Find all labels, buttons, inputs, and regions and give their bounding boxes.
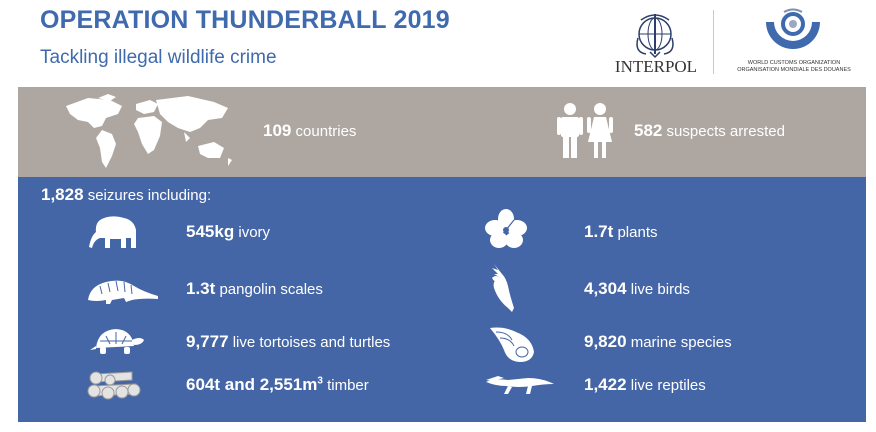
suspects-label: suspects arrested bbox=[666, 123, 785, 140]
world-map-icon bbox=[66, 94, 232, 168]
plants-stat: 1.7t plants bbox=[584, 222, 658, 242]
ivory-value: 545kg bbox=[186, 222, 235, 241]
crocodile-icon bbox=[486, 376, 554, 394]
shell-icon bbox=[490, 327, 534, 362]
marine-label: marine species bbox=[630, 334, 732, 351]
tortoise-value: 9,777 bbox=[186, 332, 229, 351]
elephant-icon bbox=[89, 216, 136, 248]
pangolin-value: 1.3t bbox=[186, 279, 216, 298]
wco-name-fr: ORGANISATION MONDIALE DES DOUANES bbox=[737, 66, 851, 73]
reptiles-stat: 1,422 live reptiles bbox=[584, 375, 706, 395]
seizures-total-stat: 1,828 seizures including: bbox=[41, 185, 211, 205]
plants-label: plants bbox=[617, 224, 658, 241]
logo-divider bbox=[713, 10, 714, 74]
pangolin-icon bbox=[88, 280, 158, 304]
interpol-globe-icon bbox=[636, 14, 674, 59]
pangolin-label: pangolin scales bbox=[219, 281, 323, 298]
timber-value-text: 604t and 2,551m bbox=[186, 375, 318, 394]
tortoise-label: live tortoises and turtles bbox=[232, 334, 391, 351]
suspects-stat: 582 suspects arrested bbox=[634, 121, 785, 141]
ivory-stat: 545kg ivory bbox=[186, 222, 270, 242]
countries-stat: 109 countries bbox=[263, 121, 356, 141]
timber-label: timber bbox=[327, 377, 369, 394]
pangolin-stat: 1.3t pangolin scales bbox=[186, 279, 323, 299]
reptiles-value: 1,422 bbox=[584, 375, 627, 394]
marine-stat: 9,820 marine species bbox=[584, 332, 732, 352]
timber-unit-exponent: 3 bbox=[317, 375, 323, 387]
wco-logo-icon bbox=[766, 8, 820, 49]
tortoise-stat: 9,777 live tortoises and turtles bbox=[186, 332, 390, 352]
seizures-total-value: 1,828 bbox=[41, 185, 84, 204]
birds-label: live birds bbox=[630, 281, 690, 298]
flower-icon bbox=[485, 209, 527, 248]
seizures-panel bbox=[18, 177, 866, 422]
cockatoo-icon bbox=[492, 264, 514, 312]
birds-value: 4,304 bbox=[584, 279, 627, 298]
logs-icon bbox=[87, 371, 141, 400]
interpol-logo-text: INTERPOL bbox=[614, 57, 698, 76]
tortoise-icon bbox=[90, 329, 144, 354]
reptiles-label: live reptiles bbox=[630, 377, 706, 394]
timber-value: 604t and 2,551m3 bbox=[186, 375, 323, 394]
page-subtitle: Tackling illegal wildlife crime bbox=[40, 47, 277, 68]
wco-logo-text: WORLD CUSTOMS ORGANIZATION ORGANISATION … bbox=[736, 60, 852, 73]
seizures-total-label: seizures including: bbox=[87, 187, 212, 204]
suspects-value: 582 bbox=[634, 121, 663, 140]
ivory-label: ivory bbox=[238, 224, 271, 241]
page-title: OPERATION THUNDERBALL 2019 bbox=[40, 6, 450, 34]
marine-value: 9,820 bbox=[584, 332, 627, 351]
people-icon bbox=[557, 103, 613, 158]
plants-value: 1.7t bbox=[584, 222, 614, 241]
countries-value: 109 bbox=[263, 121, 292, 140]
birds-stat: 4,304 live birds bbox=[584, 279, 690, 299]
timber-stat: 604t and 2,551m3 timber bbox=[186, 375, 369, 395]
wco-name-en: WORLD CUSTOMS ORGANIZATION bbox=[747, 60, 841, 66]
countries-label: countries bbox=[295, 123, 357, 140]
